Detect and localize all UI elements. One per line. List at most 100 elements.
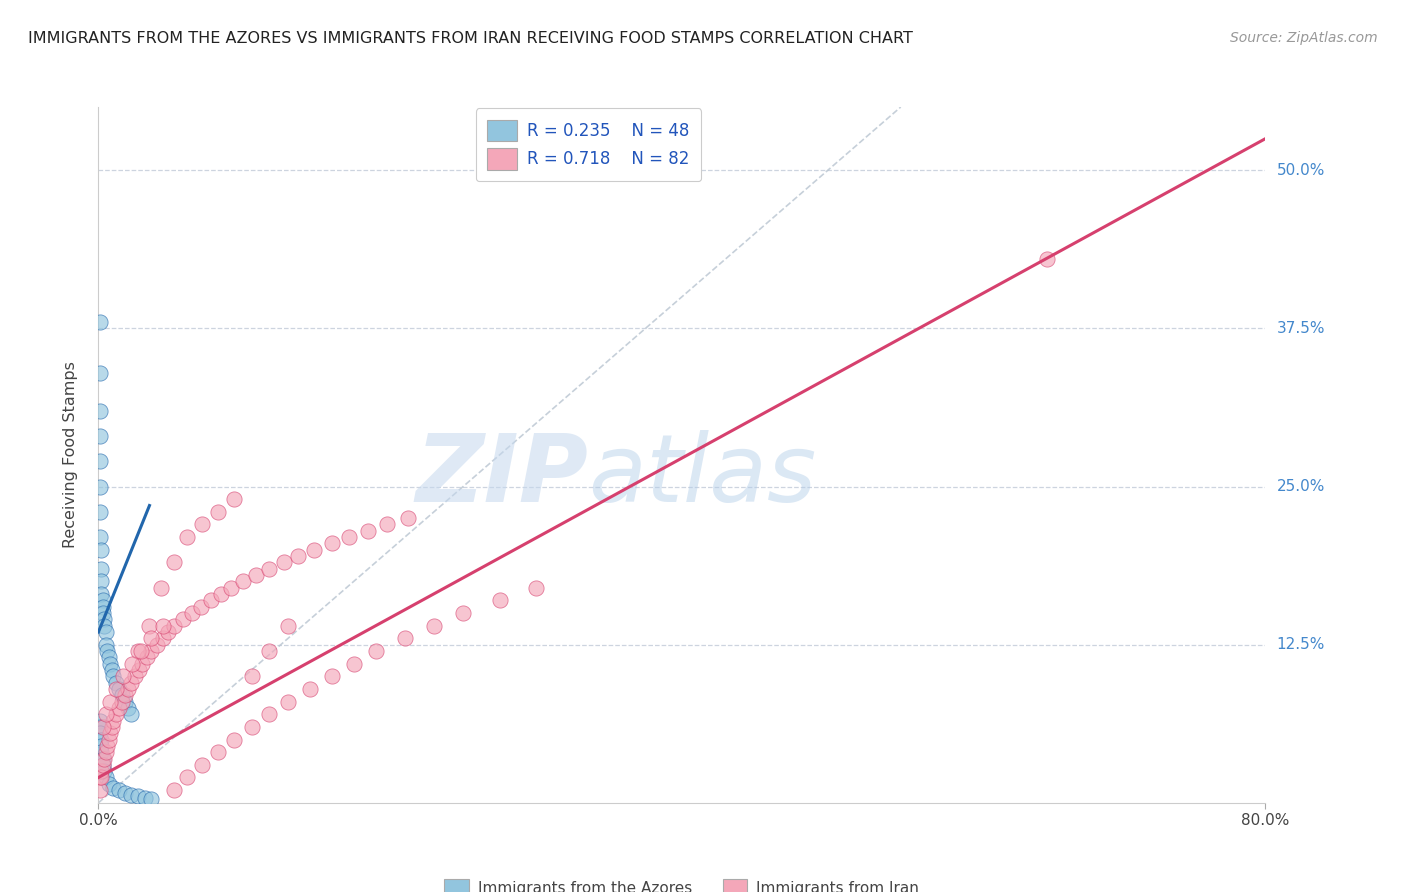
Point: [131, 657, 153, 671]
Point: [1035, 252, 1057, 266]
Point: [89, 429, 111, 443]
Point: [94, 771, 117, 785]
Point: [117, 681, 139, 696]
Point: [89, 771, 111, 785]
Point: [91, 599, 114, 614]
Point: [91, 593, 114, 607]
Point: [91, 757, 114, 772]
Point: [93, 618, 115, 632]
Point: [108, 783, 131, 797]
Point: [180, 606, 202, 620]
Point: [89, 366, 111, 380]
Point: [101, 780, 124, 795]
Point: [191, 517, 214, 532]
Point: [89, 454, 111, 468]
Point: [91, 720, 114, 734]
Point: [89, 530, 111, 544]
Point: [114, 688, 136, 702]
Point: [94, 745, 117, 759]
Point: [287, 549, 309, 563]
Point: [100, 720, 122, 734]
Point: [129, 644, 152, 658]
Point: [222, 732, 245, 747]
Point: [89, 403, 111, 417]
Legend: Immigrants from the Azores, Immigrants from Iran: Immigrants from the Azores, Immigrants f…: [439, 873, 925, 892]
Point: [357, 524, 380, 538]
Point: [163, 618, 186, 632]
Point: [114, 786, 136, 800]
Text: Source: ZipAtlas.com: Source: ZipAtlas.com: [1230, 31, 1378, 45]
Point: [94, 638, 117, 652]
Point: [120, 788, 142, 802]
Text: 25.0%: 25.0%: [1277, 479, 1324, 494]
Point: [90, 542, 112, 557]
Point: [93, 612, 115, 626]
Point: [232, 574, 254, 589]
Point: [222, 492, 245, 507]
Point: [117, 701, 139, 715]
Point: [176, 771, 198, 785]
Point: [90, 587, 112, 601]
Point: [94, 625, 117, 640]
Point: [100, 663, 122, 677]
Point: [93, 751, 115, 765]
Point: [97, 732, 120, 747]
Point: [163, 556, 186, 570]
Point: [111, 695, 134, 709]
Point: [114, 695, 136, 709]
Point: [104, 681, 127, 696]
Point: [90, 771, 112, 785]
Point: [146, 638, 169, 652]
Point: [163, 783, 186, 797]
Text: ZIP: ZIP: [416, 430, 589, 522]
Point: [219, 581, 242, 595]
Point: [488, 593, 510, 607]
Point: [375, 517, 398, 532]
Point: [89, 720, 111, 734]
Point: [298, 681, 321, 696]
Point: [120, 707, 142, 722]
Text: IMMIGRANTS FROM THE AZORES VS IMMIGRANTS FROM IRAN RECEIVING FOOD STAMPS CORRELA: IMMIGRANTS FROM THE AZORES VS IMMIGRANTS…: [28, 31, 912, 46]
Point: [101, 714, 124, 728]
Point: [396, 511, 419, 525]
Point: [96, 644, 118, 658]
Point: [394, 632, 416, 646]
Point: [240, 669, 263, 683]
Point: [207, 745, 229, 759]
Point: [135, 650, 157, 665]
Point: [89, 479, 111, 493]
Point: [364, 644, 387, 658]
Point: [273, 556, 295, 570]
Text: 12.5%: 12.5%: [1277, 637, 1324, 652]
Point: [89, 726, 111, 740]
Point: [157, 625, 180, 640]
Point: [134, 790, 156, 805]
Point: [127, 789, 149, 804]
Point: [139, 792, 162, 806]
Point: [245, 568, 267, 582]
Point: [150, 581, 173, 595]
Point: [128, 663, 150, 677]
Point: [91, 757, 114, 772]
Point: [89, 505, 111, 519]
Point: [89, 783, 111, 797]
Point: [257, 562, 280, 576]
Point: [89, 714, 111, 728]
Point: [337, 530, 360, 544]
Point: [97, 777, 120, 791]
Point: [104, 675, 127, 690]
Point: [91, 751, 114, 765]
Point: [172, 612, 194, 626]
Point: [98, 695, 121, 709]
Point: [111, 688, 134, 702]
Point: [321, 536, 343, 550]
Point: [121, 657, 143, 671]
Point: [191, 757, 214, 772]
Point: [98, 657, 121, 671]
Point: [277, 695, 299, 709]
Point: [343, 657, 366, 671]
Point: [90, 739, 112, 753]
Point: [97, 650, 120, 665]
Point: [90, 764, 112, 779]
Point: [89, 315, 111, 329]
